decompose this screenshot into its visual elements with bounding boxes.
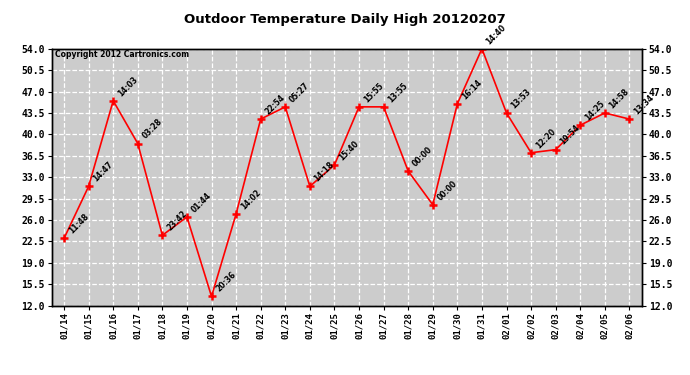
Text: 22:54: 22:54 bbox=[264, 93, 287, 116]
Text: Outdoor Temperature Daily High 20120207: Outdoor Temperature Daily High 20120207 bbox=[184, 13, 506, 26]
Text: 23:42: 23:42 bbox=[165, 209, 188, 232]
Text: 13:55: 13:55 bbox=[386, 81, 410, 104]
Text: 14:03: 14:03 bbox=[116, 75, 139, 98]
Text: 15:55: 15:55 bbox=[362, 81, 385, 104]
Text: 14:25: 14:25 bbox=[583, 99, 607, 122]
Text: 14:02: 14:02 bbox=[239, 188, 262, 211]
Text: Copyright 2012 Cartronics.com: Copyright 2012 Cartronics.com bbox=[55, 50, 189, 59]
Text: 12:20: 12:20 bbox=[534, 126, 558, 150]
Text: 00:00: 00:00 bbox=[435, 178, 459, 202]
Text: 11:48: 11:48 bbox=[67, 212, 90, 236]
Text: 05:27: 05:27 bbox=[288, 81, 311, 104]
Text: 14:47: 14:47 bbox=[91, 160, 115, 184]
Text: 13:53: 13:53 bbox=[509, 87, 533, 110]
Text: 15:40: 15:40 bbox=[337, 139, 361, 162]
Text: 16:14: 16:14 bbox=[460, 78, 484, 101]
Text: 00:00: 00:00 bbox=[411, 145, 435, 168]
Text: 13:34: 13:34 bbox=[632, 93, 656, 116]
Text: 14:18: 14:18 bbox=[313, 160, 336, 184]
Text: 14:58: 14:58 bbox=[608, 87, 631, 110]
Text: 19:54: 19:54 bbox=[558, 123, 582, 147]
Text: 14:40: 14:40 bbox=[484, 22, 508, 46]
Text: 03:28: 03:28 bbox=[141, 117, 164, 141]
Text: 20:36: 20:36 bbox=[215, 270, 238, 294]
Text: 01:44: 01:44 bbox=[190, 191, 213, 214]
